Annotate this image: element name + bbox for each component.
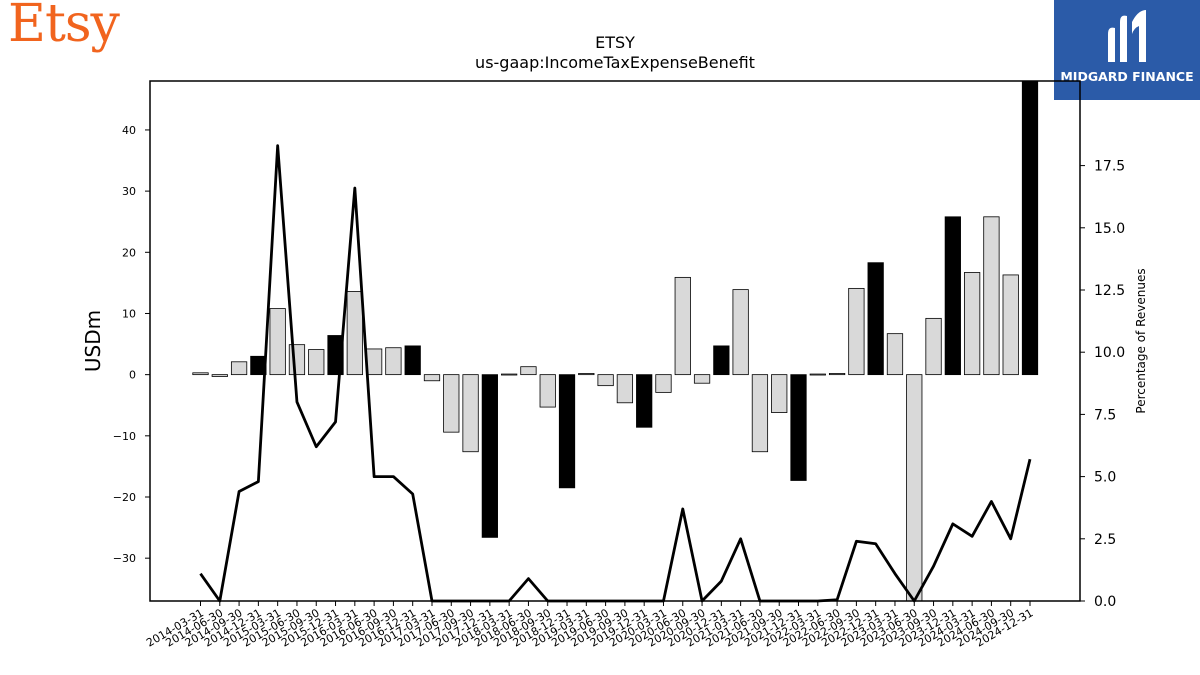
bar-2023-12-31 xyxy=(944,216,961,376)
bar-2020-06-30 xyxy=(674,276,691,376)
bar-2018-03-31 xyxy=(501,373,518,376)
bar-2024-09-30 xyxy=(1002,274,1019,376)
y2-tick-label: 17.5 xyxy=(1094,159,1125,175)
bar-2014-03-31 xyxy=(192,372,209,376)
bar-2023-03-31 xyxy=(886,333,904,376)
bar-2016-03-31 xyxy=(346,291,363,376)
bar-2018-06-30 xyxy=(520,366,537,376)
y-tick-label: 40 xyxy=(122,124,136,137)
bar-2024-06-30 xyxy=(983,216,1000,376)
bar-2017-03-31 xyxy=(423,374,441,382)
y2-tick-label: 15.0 xyxy=(1094,221,1125,237)
y-tick-label: −20 xyxy=(113,491,136,504)
bar-2016-09-30 xyxy=(385,347,402,376)
y2-tick-label: 2.5 xyxy=(1094,532,1116,548)
bar-2019-06-30 xyxy=(597,374,614,387)
bar-2014-09-30 xyxy=(230,361,248,376)
bar-2018-09-30 xyxy=(539,374,556,408)
right-axis: 0.0 2.5 5.0 7.5 10.0 12.5 15.0 17.5 xyxy=(1080,159,1125,610)
y-tick-label: 30 xyxy=(122,185,136,198)
bar-2014-06-30 xyxy=(211,374,228,377)
chart-title: ETSY xyxy=(595,33,635,52)
y-axis-label: USDm xyxy=(81,310,105,372)
bar-2020-09-30 xyxy=(693,374,711,384)
y-tick-label: 0 xyxy=(129,369,136,382)
bar-2016-12-31 xyxy=(404,345,421,376)
y2-tick-label: 0.0 xyxy=(1094,594,1116,610)
bar-2019-12-31 xyxy=(636,374,653,428)
midgard-finance-logo: MIDGARD FINANCE xyxy=(1054,0,1200,100)
bar-2024-12-31 xyxy=(1021,80,1039,376)
bar-2017-09-30 xyxy=(462,374,479,453)
bar-2020-12-31 xyxy=(713,345,730,376)
y2-tick-label: 7.5 xyxy=(1094,407,1116,423)
bar-2023-09-30 xyxy=(925,317,942,376)
bar-series xyxy=(192,80,1039,602)
etsy-logo: Etsy xyxy=(8,0,120,54)
x-axis: 2014-03-312014-06-302014-09-302014-12-31… xyxy=(144,601,1036,650)
y-tick-label: 10 xyxy=(122,307,136,320)
bar-2021-09-30 xyxy=(771,374,788,413)
bar-2024-03-31 xyxy=(964,272,981,376)
bar-2020-03-31 xyxy=(655,374,672,393)
midgard-m-icon xyxy=(1108,10,1146,63)
y2-tick-label: 12.5 xyxy=(1094,283,1125,299)
bar-2017-12-31 xyxy=(481,374,498,538)
bar-2022-03-31 xyxy=(809,373,826,376)
y2-tick-label: 5.0 xyxy=(1094,470,1116,486)
bar-2015-06-30 xyxy=(288,344,306,376)
left-axis: −30 −20 −10 0 10 20 30 40 xyxy=(113,124,150,565)
bar-2019-03-31 xyxy=(578,373,595,376)
bar-2022-12-31 xyxy=(867,262,884,376)
bar-2023-06-30 xyxy=(906,374,923,602)
y-tick-label: −30 xyxy=(113,552,136,565)
bar-2022-09-30 xyxy=(848,287,865,376)
bar-2022-06-30 xyxy=(828,373,846,376)
bar-2015-03-31 xyxy=(269,308,286,376)
bar-2018-12-31 xyxy=(558,374,576,489)
chart-subtitle: us-gaap:IncomeTaxExpenseBenefit xyxy=(475,53,755,72)
plot-frame xyxy=(149,80,1081,602)
y2-tick-label: 10.0 xyxy=(1094,345,1125,361)
bar-2021-06-30 xyxy=(751,374,769,453)
bar-2019-09-30 xyxy=(616,374,634,404)
y2-axis-label: Percentage of Revenues xyxy=(1134,268,1148,413)
bar-2015-09-30 xyxy=(308,349,325,376)
bar-2016-06-30 xyxy=(365,348,383,376)
bar-2017-06-30 xyxy=(443,374,460,433)
y-tick-label: 20 xyxy=(122,246,136,259)
midgard-finance-label: MIDGARD FINANCE xyxy=(1060,69,1194,84)
line-series xyxy=(199,144,1032,603)
revenue-pct-line xyxy=(199,144,1032,603)
y-tick-label: −10 xyxy=(113,430,136,443)
bar-2021-12-31 xyxy=(790,374,807,481)
bar-2021-03-31 xyxy=(732,289,749,376)
